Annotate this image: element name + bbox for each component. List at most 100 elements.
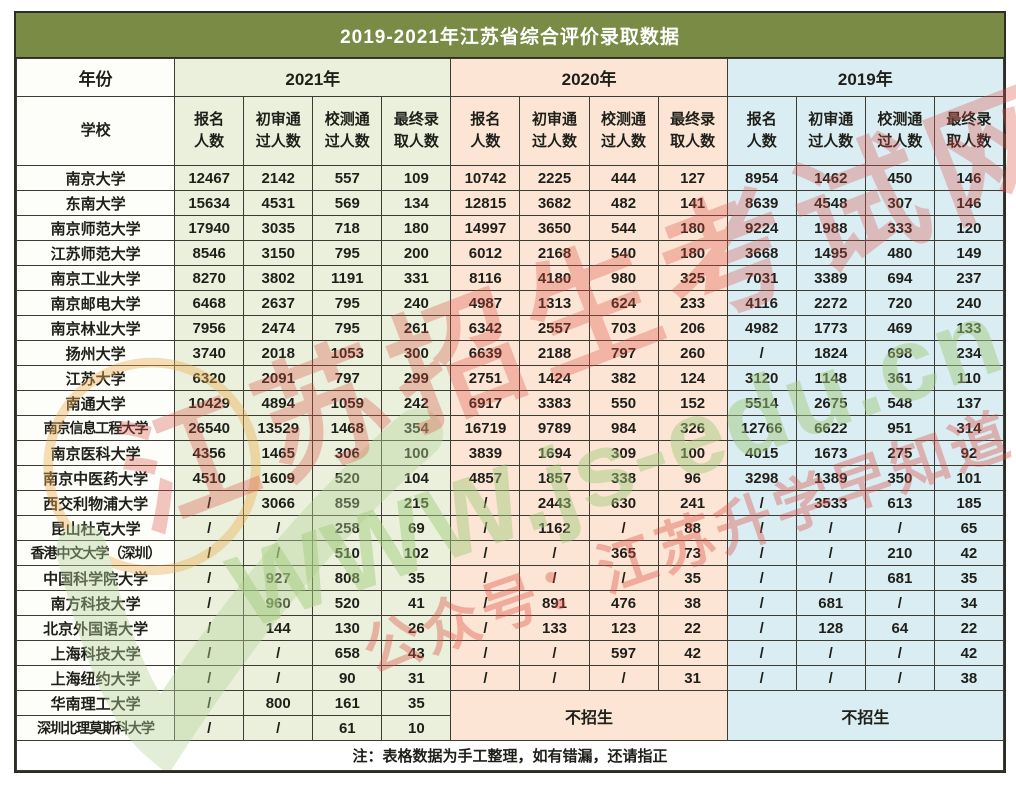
cell-2021-final-admitted: 134 <box>381 190 452 216</box>
cell-2020-school-test-passed: 540 <box>588 240 659 266</box>
table-row: 华南理工大学/800 161 35 不招生 不招生 <box>15 690 1005 741</box>
cell-2021-school-test-passed: 569 <box>312 190 383 216</box>
year-header-row: 年份 2021年 2020年 2019年 <box>15 58 1005 97</box>
cell-2020-preliminary-passed: 891 <box>519 590 590 616</box>
cell-2021-preliminary-passed: / <box>243 640 314 666</box>
cell-2019-school-test-passed: / <box>864 640 935 666</box>
cell-2021-school-test-passed: 258 <box>312 515 383 541</box>
cell-2019-applicants: / <box>726 615 797 641</box>
table-row: 南京林业大学 7956 2474 795 261 6342 2557 703 206 4982 17… <box>15 315 1005 341</box>
cell-2021-final-admitted: 41 <box>381 590 452 616</box>
cell-2021-final-admitted: 200 <box>381 240 452 266</box>
cell-2021-school-test-passed: 718 <box>312 215 383 241</box>
school-name: 北京外国语大学 <box>15 615 176 641</box>
cell-2020-applicants: 2751 <box>450 365 521 391</box>
cell-2020-school-test-passed: 338 <box>588 465 659 491</box>
cell-2021-preliminary-passed: 3802 <box>243 265 314 291</box>
cell-2020-school-test-passed: 630 <box>588 490 659 516</box>
school-name: 南方科技大学 <box>15 590 176 616</box>
table-row: 北京外国语大学/144 130 26/133 123 22/128 64 22 <box>15 615 1005 641</box>
cell-2021-school-test-passed: 90 <box>312 665 383 691</box>
school-name: 上海纽约大学 <box>15 665 176 691</box>
school-name: 江苏师范大学 <box>15 240 176 266</box>
cell-2021-applicants: / <box>174 515 245 541</box>
cell-2019-final-admitted: 185 <box>933 490 1005 516</box>
metric-header-row: 学校 报名 人数 初审通 过人数 校测通 过人数 最终录 取人数 报名 人数 初审通 过人… <box>15 96 1005 166</box>
cell-2019-final-admitted: 314 <box>933 415 1005 441</box>
cell-2020-school-test-passed: 309 <box>588 440 659 466</box>
cell-2019-preliminary-passed: 1462 <box>795 165 866 191</box>
cell-2019-preliminary-passed: / <box>795 515 866 541</box>
cell-2021-preliminary-passed: 2018 <box>243 340 314 366</box>
cell-2020-applicants: 6639 <box>450 340 521 366</box>
cell-2021-preliminary-passed: / <box>243 540 314 566</box>
cell-2020-applicants: / <box>450 615 521 641</box>
cell-2019-final-admitted: 42 <box>933 640 1005 666</box>
cell-2019-school-test-passed: 951 <box>864 415 935 441</box>
cell-2019-applicants: / <box>726 590 797 616</box>
cell-2019-preliminary-passed: 3389 <box>795 265 866 291</box>
cell-2020-school-test-passed: 597 <box>588 640 659 666</box>
cell-2019-applicants: 5514 <box>726 390 797 416</box>
cell-2021-school-test-passed: 795 <box>312 240 383 266</box>
cell-2019-applicants: 7031 <box>726 265 797 291</box>
cell-2019-final-admitted: 240 <box>933 290 1005 316</box>
cell-2019-preliminary-passed: 1673 <box>795 440 866 466</box>
table-row: 南通大学 10429 4894 1059 242 6917 3383 550 152 5514 26… <box>15 390 1005 416</box>
cell-2019-final-admitted: 146 <box>933 165 1005 191</box>
school-name: 扬州大学 <box>15 340 176 366</box>
cell-2020-school-test-passed: 984 <box>588 415 659 441</box>
cell-2020-preliminary-passed: / <box>519 565 590 591</box>
cell-2021-school-test-passed: 1191 <box>312 265 383 291</box>
cell-2020-final-admitted: 325 <box>657 265 728 291</box>
cell-2019-school-test-passed: 307 <box>864 190 935 216</box>
cell-2020-applicants: 16719 <box>450 415 521 441</box>
cell-2020-school-test-passed: / <box>588 515 659 541</box>
cell-2021-applicants: 26540 <box>174 415 245 441</box>
cell-2021-final-admitted: 242 <box>381 390 452 416</box>
cell-2021-final-admitted: 35 <box>381 565 452 591</box>
cell-2019-applicants: 4982 <box>726 315 797 341</box>
cell-2020-preliminary-passed: / <box>519 540 590 566</box>
cell-2021-final-admitted: 31 <box>381 665 452 691</box>
cell-2019-school-test-passed: 694 <box>864 265 935 291</box>
cell-2021-preliminary-passed: 4894 <box>243 390 314 416</box>
cell-2020-preliminary-passed: 4180 <box>519 265 590 291</box>
year-2021-header: 2021年 <box>174 58 452 97</box>
table-row: 上海纽约大学 //90 31///31///38 <box>15 665 1005 691</box>
cell-2019-applicants: / <box>726 490 797 516</box>
cell-2019-preliminary-passed: 1495 <box>795 240 866 266</box>
cell-2019-final-admitted: 34 <box>933 590 1005 616</box>
cell-2020-applicants: / <box>450 665 521 691</box>
cell-2021-final-admitted: 43 <box>381 640 452 666</box>
cell-2019-school-test-passed: 450 <box>864 165 935 191</box>
metric-header-2021-preliminary-passed: 初审通 过人数 <box>243 96 314 166</box>
cell-2019-final-admitted: 120 <box>933 215 1005 241</box>
cell-2019-preliminary-passed: 1988 <box>795 215 866 241</box>
cell-2019-preliminary-passed: 2675 <box>795 390 866 416</box>
cell-2020-final-admitted: 124 <box>657 365 728 391</box>
cell-2020-applicants: 12815 <box>450 190 521 216</box>
school-name: 南京师范大学 <box>15 215 176 241</box>
cell-2019-applicants: 12766 <box>726 415 797 441</box>
cell-2019-final-admitted: 146 <box>933 190 1005 216</box>
metric-header-2019-preliminary-passed: 初审通 过人数 <box>795 96 866 166</box>
cell-2020-preliminary-passed: 3682 <box>519 190 590 216</box>
cell-2020-final-admitted: 141 <box>657 190 728 216</box>
school-name: 南京医科大学 <box>15 440 176 466</box>
cell-2020-preliminary-passed: 3650 <box>519 215 590 241</box>
cell-2020-preliminary-passed: 2188 <box>519 340 590 366</box>
cell-2019-applicants: 3298 <box>726 465 797 491</box>
cell-2021-preliminary-passed: 2474 <box>243 315 314 341</box>
cell-2019-final-admitted: 42 <box>933 540 1005 566</box>
cell-2021-applicants: / <box>174 690 245 716</box>
school-name: 南京林业大学 <box>15 315 176 341</box>
cell-2020-preliminary-passed: 2225 <box>519 165 590 191</box>
cell-2021-preliminary-passed: 2142 <box>243 165 314 191</box>
metric-header-2021-final-admitted: 最终录 取人数 <box>381 96 452 166</box>
cell-2021-preliminary-passed: 800 <box>243 690 314 716</box>
cell-2019-school-test-passed: 275 <box>864 440 935 466</box>
cell-2019-final-admitted: 92 <box>933 440 1005 466</box>
no-enrollment-cell-2019: 不招生 <box>726 690 1005 741</box>
cell-2020-preliminary-passed: 2557 <box>519 315 590 341</box>
